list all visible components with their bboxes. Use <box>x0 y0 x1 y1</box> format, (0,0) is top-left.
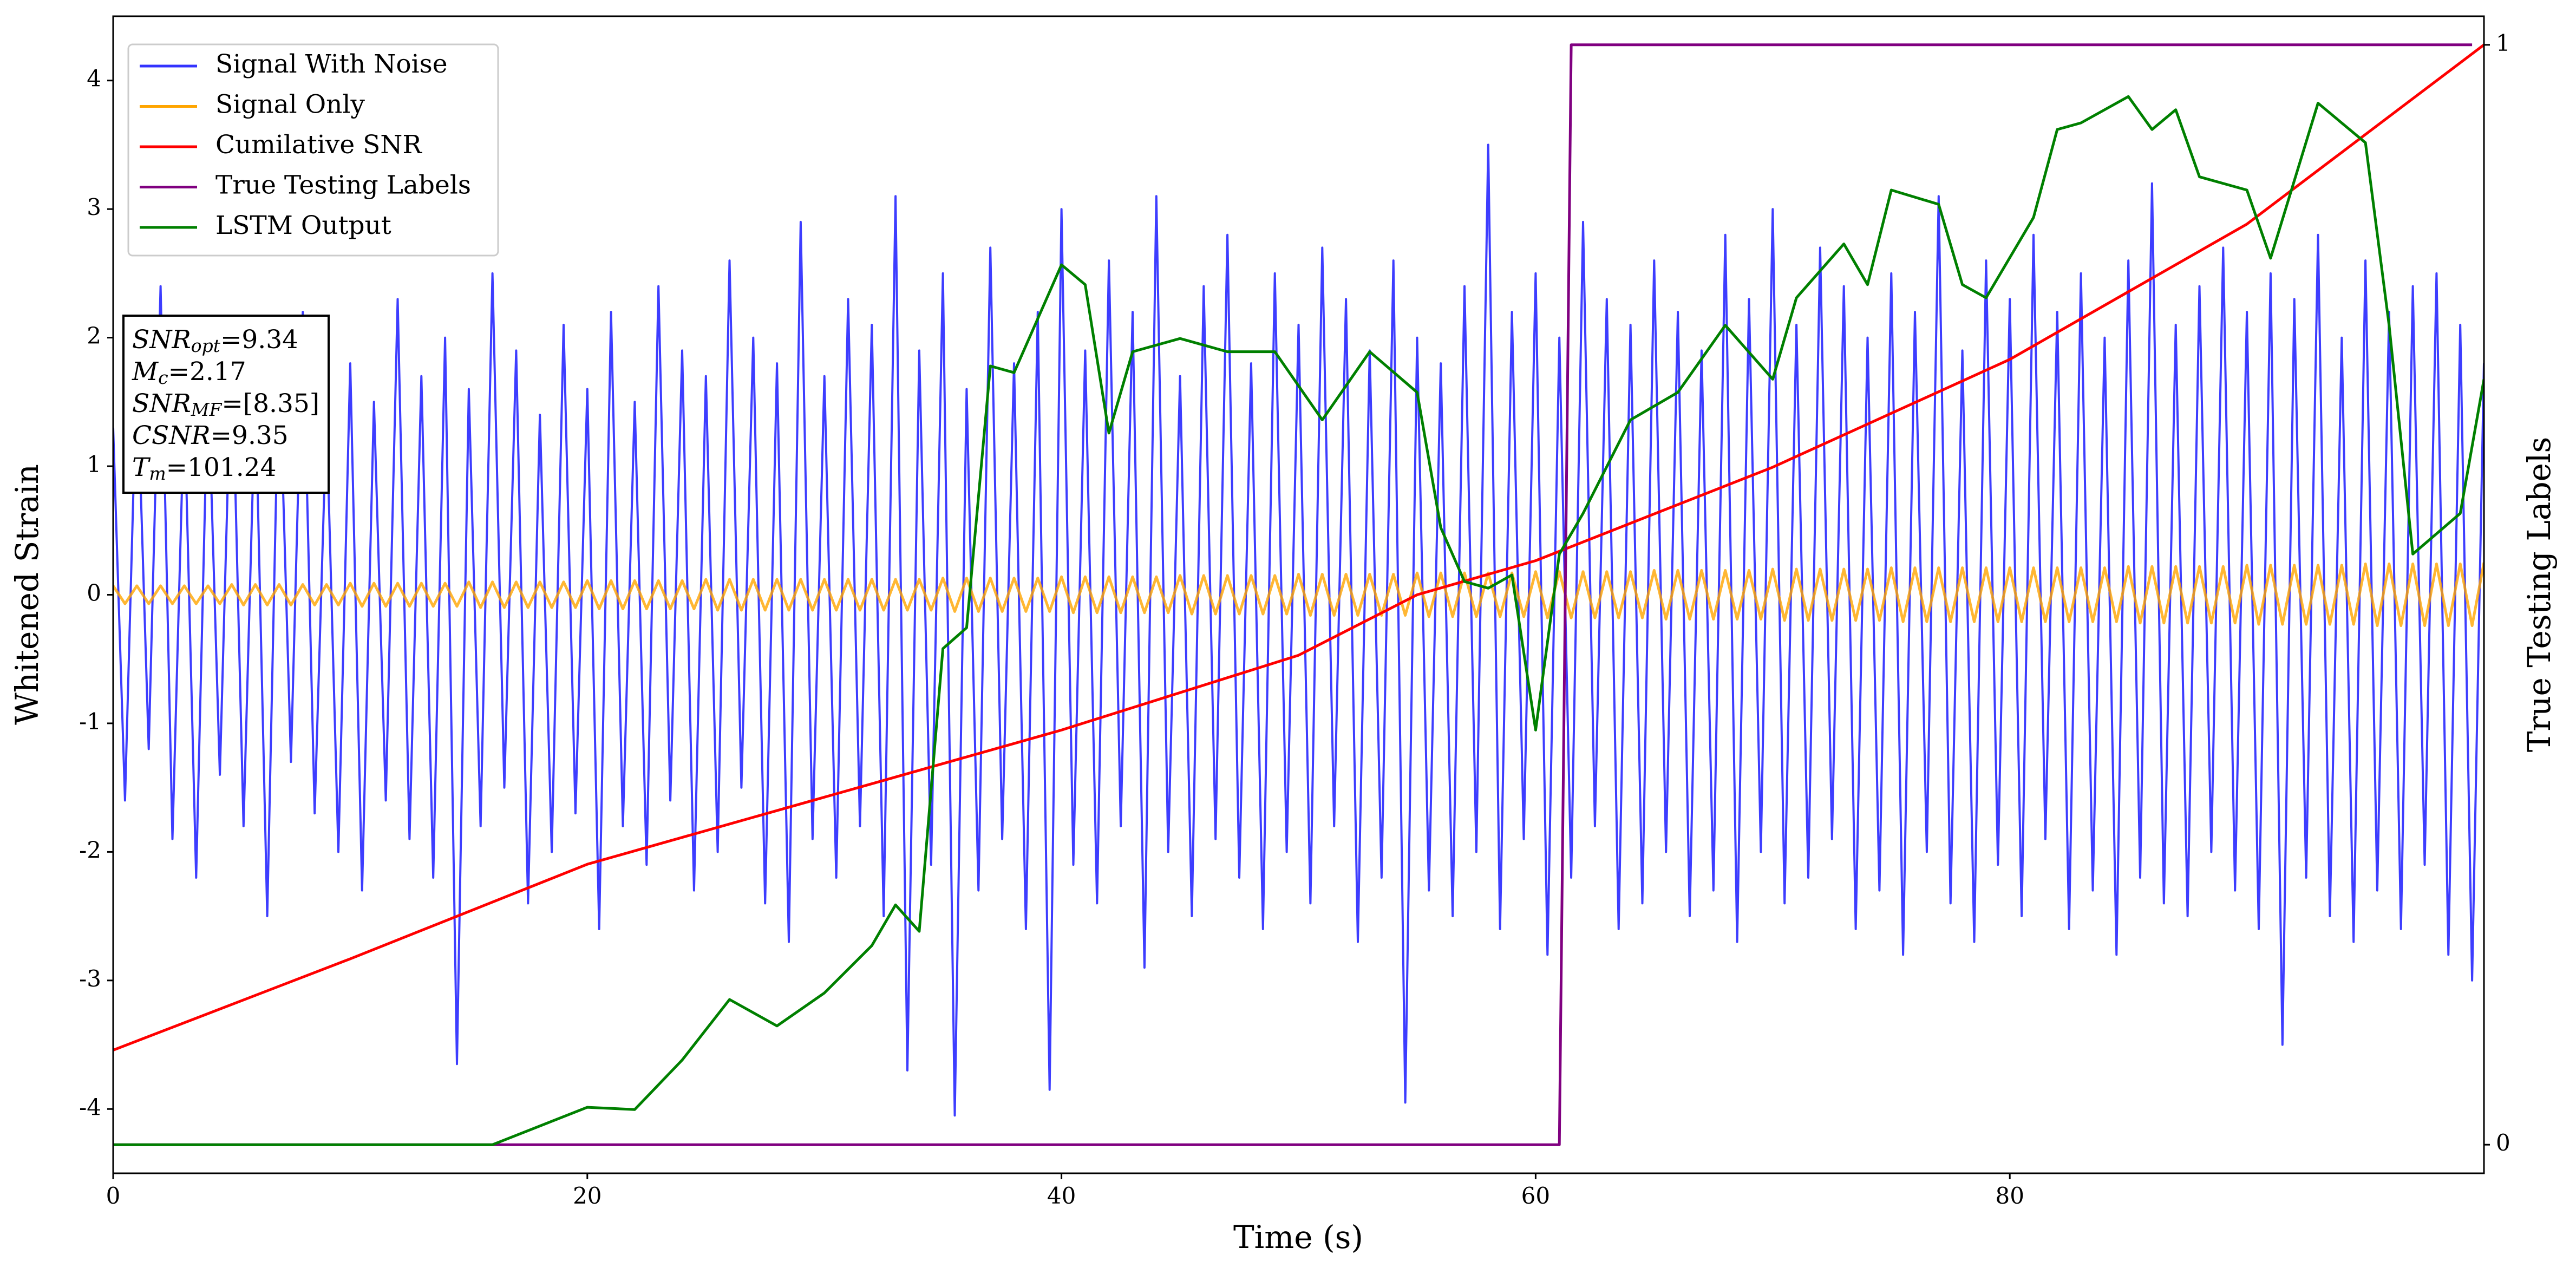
annotation-line: CSNR=9.35 <box>132 421 289 450</box>
legend-label: Signal With Noise <box>215 49 448 79</box>
x-tick-label: 80 <box>1995 1182 2024 1209</box>
x-axis-label: Time (s) <box>1233 1219 1363 1256</box>
annotation-line: Mc=2.17 <box>132 357 246 388</box>
annotation-subscript: opt <box>191 335 221 356</box>
y-tick-label: 4 <box>87 66 101 92</box>
y-axis-label: Whitened Strain <box>9 464 45 725</box>
y2-axis-label: True Testing Labels <box>2521 437 2558 752</box>
annotation-symbol: T <box>132 453 151 482</box>
annotation-line: Tm=101.24 <box>132 453 277 484</box>
annotation-value: =[8.35] <box>221 389 319 419</box>
annotation-symbol: SNR <box>132 389 191 419</box>
legend-label: Cumilative SNR <box>215 130 422 160</box>
annotation-symbol: M <box>132 357 159 387</box>
y-tick-label: -2 <box>79 837 101 863</box>
annotation-symbol: CSNR <box>132 421 211 450</box>
annotation-line: SNRMF=[8.35] <box>132 389 319 420</box>
legend-label: True Testing Labels <box>215 171 471 200</box>
series-line <box>113 43 2484 1051</box>
y-tick-label: 3 <box>87 194 101 220</box>
annotation-value: =9.34 <box>220 325 298 355</box>
y-tick-label: 0 <box>87 580 101 606</box>
x-tick-label: 40 <box>1047 1182 1076 1209</box>
series-line <box>113 143 2484 1117</box>
series-line <box>113 95 2484 1146</box>
annotation-subscript: c <box>158 367 168 388</box>
x-tick-label: 0 <box>106 1182 121 1209</box>
y-tick-label: 1 <box>87 451 101 478</box>
x-tick-label: 60 <box>1521 1182 1550 1209</box>
y2-tick-label: 0 <box>2496 1129 2510 1156</box>
y-tick-label: -1 <box>79 708 101 735</box>
annotation-value: =101.24 <box>166 453 277 482</box>
legend-label: LSTM Output <box>215 211 391 240</box>
legend-box <box>127 43 499 257</box>
plot-area <box>113 43 2484 1146</box>
y-tick-label: 2 <box>87 323 101 349</box>
annotation-symbol: SNR <box>132 325 191 355</box>
annotation-value: =2.17 <box>168 357 246 387</box>
annotation-line: SNRopt=9.34 <box>132 325 298 356</box>
series-line <box>113 43 2473 1146</box>
annotation: SNRopt=9.34Mc=2.17SNRMF=[8.35]CSNR=9.35T… <box>122 315 330 494</box>
y2-tick-label: 1 <box>2496 30 2510 56</box>
annotation-subscript: MF <box>191 399 223 420</box>
y-tick-label: -3 <box>79 965 101 992</box>
series-line <box>113 562 2484 627</box>
annotation-subscript: m <box>149 463 166 484</box>
y-tick-label: -4 <box>79 1094 101 1120</box>
annotation-box <box>122 315 330 494</box>
x-tick-label: 20 <box>573 1182 601 1209</box>
annotation-value: =9.35 <box>211 421 289 450</box>
legend: Signal With Noise Signal Only Cumilative S… <box>127 43 499 257</box>
legend-label: Signal Only <box>215 90 365 120</box>
